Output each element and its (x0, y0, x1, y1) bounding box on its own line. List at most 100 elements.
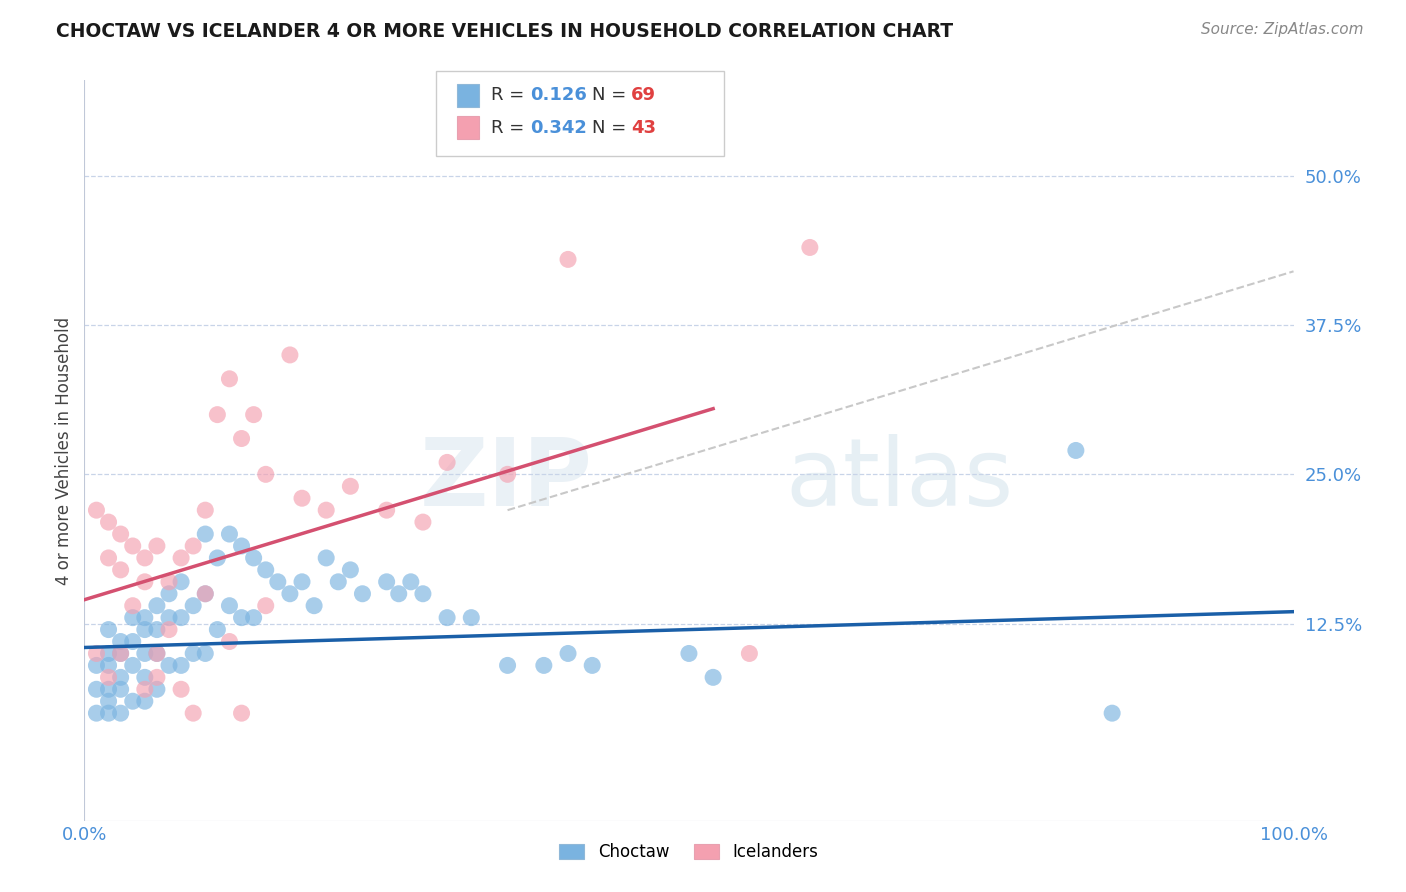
Point (339, 479, 361, 493)
Point (134, 574, 156, 589)
Point (302, 599, 325, 613)
Point (181, 706, 204, 721)
Point (121, 658, 143, 673)
Point (412, 587, 434, 601)
Point (315, 550, 337, 565)
Point (157, 623, 180, 637)
Point (121, 610, 143, 624)
Point (678, 647, 700, 661)
Point (134, 682, 156, 697)
Point (207, 623, 229, 637)
Point (207, 408, 229, 422)
Point (194, 587, 217, 601)
Point (170, 658, 193, 673)
Legend: Choctaw, Icelanders: Choctaw, Icelanders (553, 837, 825, 868)
Point (352, 587, 374, 601)
Point (496, 467, 519, 482)
Point (134, 623, 156, 637)
Point (97, 515, 120, 529)
Point (134, 550, 156, 565)
Point (242, 408, 264, 422)
Point (738, 647, 761, 661)
Point (267, 574, 290, 589)
Point (110, 647, 132, 661)
Point (278, 348, 301, 362)
Text: 0.126: 0.126 (530, 87, 586, 104)
Point (157, 587, 180, 601)
Point (110, 634, 132, 648)
Point (97, 647, 120, 661)
Point (134, 647, 156, 661)
Point (170, 682, 193, 697)
Point (702, 670, 724, 684)
Text: 43: 43 (631, 119, 657, 136)
Point (86, 503, 108, 517)
Point (242, 610, 264, 624)
Text: 0.342: 0.342 (530, 119, 586, 136)
Text: CHOCTAW VS ICELANDER 4 OR MORE VEHICLES IN HOUSEHOLD CORRELATION CHART: CHOCTAW VS ICELANDER 4 OR MORE VEHICLES … (56, 22, 953, 41)
Point (134, 610, 156, 624)
Point (146, 623, 169, 637)
Point (375, 503, 398, 517)
Point (97, 623, 120, 637)
Text: R =: R = (491, 87, 530, 104)
Point (207, 550, 229, 565)
Point (110, 670, 132, 684)
Point (86, 682, 108, 697)
Text: Source: ZipAtlas.com: Source: ZipAtlas.com (1201, 22, 1364, 37)
Point (231, 432, 253, 446)
Point (218, 527, 240, 541)
Point (181, 599, 204, 613)
Text: atlas: atlas (786, 434, 1014, 526)
Point (533, 658, 555, 673)
Point (231, 706, 253, 721)
Point (146, 539, 169, 553)
Point (97, 658, 120, 673)
Point (218, 634, 240, 648)
Point (97, 706, 120, 721)
Point (291, 574, 314, 589)
Point (339, 563, 361, 577)
Point (194, 527, 217, 541)
Point (375, 574, 398, 589)
Point (170, 550, 193, 565)
Point (97, 550, 120, 565)
Point (121, 539, 143, 553)
Text: R =: R = (491, 119, 530, 136)
Point (278, 587, 301, 601)
Point (194, 587, 217, 601)
Point (436, 610, 458, 624)
Point (1064, 443, 1087, 458)
Point (134, 670, 156, 684)
Point (121, 694, 143, 708)
Point (254, 563, 277, 577)
Point (254, 599, 277, 613)
Point (97, 682, 120, 697)
Point (110, 563, 132, 577)
Point (146, 599, 169, 613)
Point (157, 610, 180, 624)
Point (557, 647, 579, 661)
Point (86, 658, 108, 673)
Point (97, 694, 120, 708)
Point (110, 527, 132, 541)
Point (1101, 706, 1123, 721)
Point (194, 503, 217, 517)
Point (146, 647, 169, 661)
Text: 69: 69 (631, 87, 657, 104)
Point (328, 574, 350, 589)
Point (181, 647, 204, 661)
Point (146, 670, 169, 684)
Point (581, 658, 603, 673)
Point (146, 682, 169, 697)
Point (315, 503, 337, 517)
Point (242, 550, 264, 565)
Point (496, 658, 519, 673)
Point (231, 539, 253, 553)
Text: N =: N = (592, 87, 631, 104)
Point (86, 706, 108, 721)
Point (110, 706, 132, 721)
Point (231, 610, 253, 624)
Point (412, 515, 434, 529)
Point (157, 574, 180, 589)
